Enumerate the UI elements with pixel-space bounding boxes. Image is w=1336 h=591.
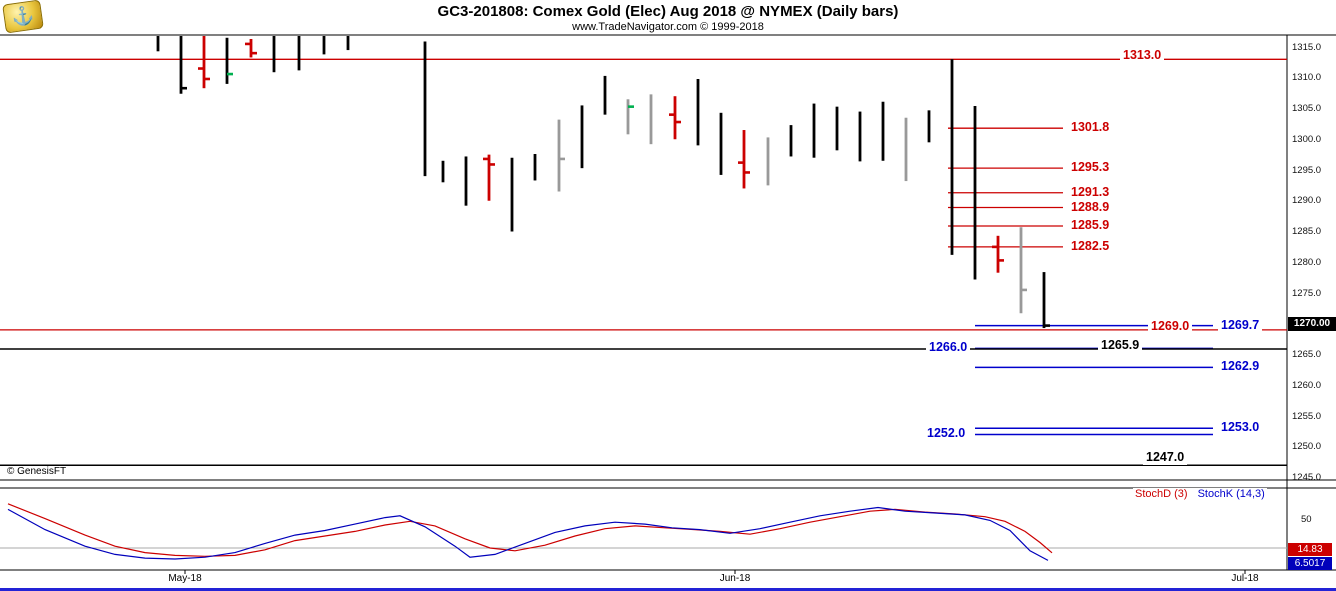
- stochk-value-tag: 6.5017: [1288, 557, 1332, 571]
- stochd-value-tag: 14.83: [1288, 542, 1332, 556]
- stoch-legend: StochD (3) StochK (14,3): [1133, 488, 1267, 500]
- window-bottom-edge: [0, 588, 1336, 591]
- chart-subtitle: www.TradeNavigator.com © 1999-2018: [572, 21, 764, 33]
- stochk-legend-label[interactable]: StochK (14,3): [1197, 488, 1265, 500]
- genesis-watermark: © GenesisFT: [5, 466, 69, 477]
- stoch-axis-50-label: 50: [1301, 514, 1312, 526]
- current-price-tag: 1270.00: [1288, 316, 1336, 331]
- stoch-line-blue: [7, 506, 1049, 561]
- chart-title: GC3-201808: Comex Gold (Elec) Aug 2018 @…: [437, 3, 899, 20]
- stochd-legend-label[interactable]: StochD (3): [1135, 488, 1188, 500]
